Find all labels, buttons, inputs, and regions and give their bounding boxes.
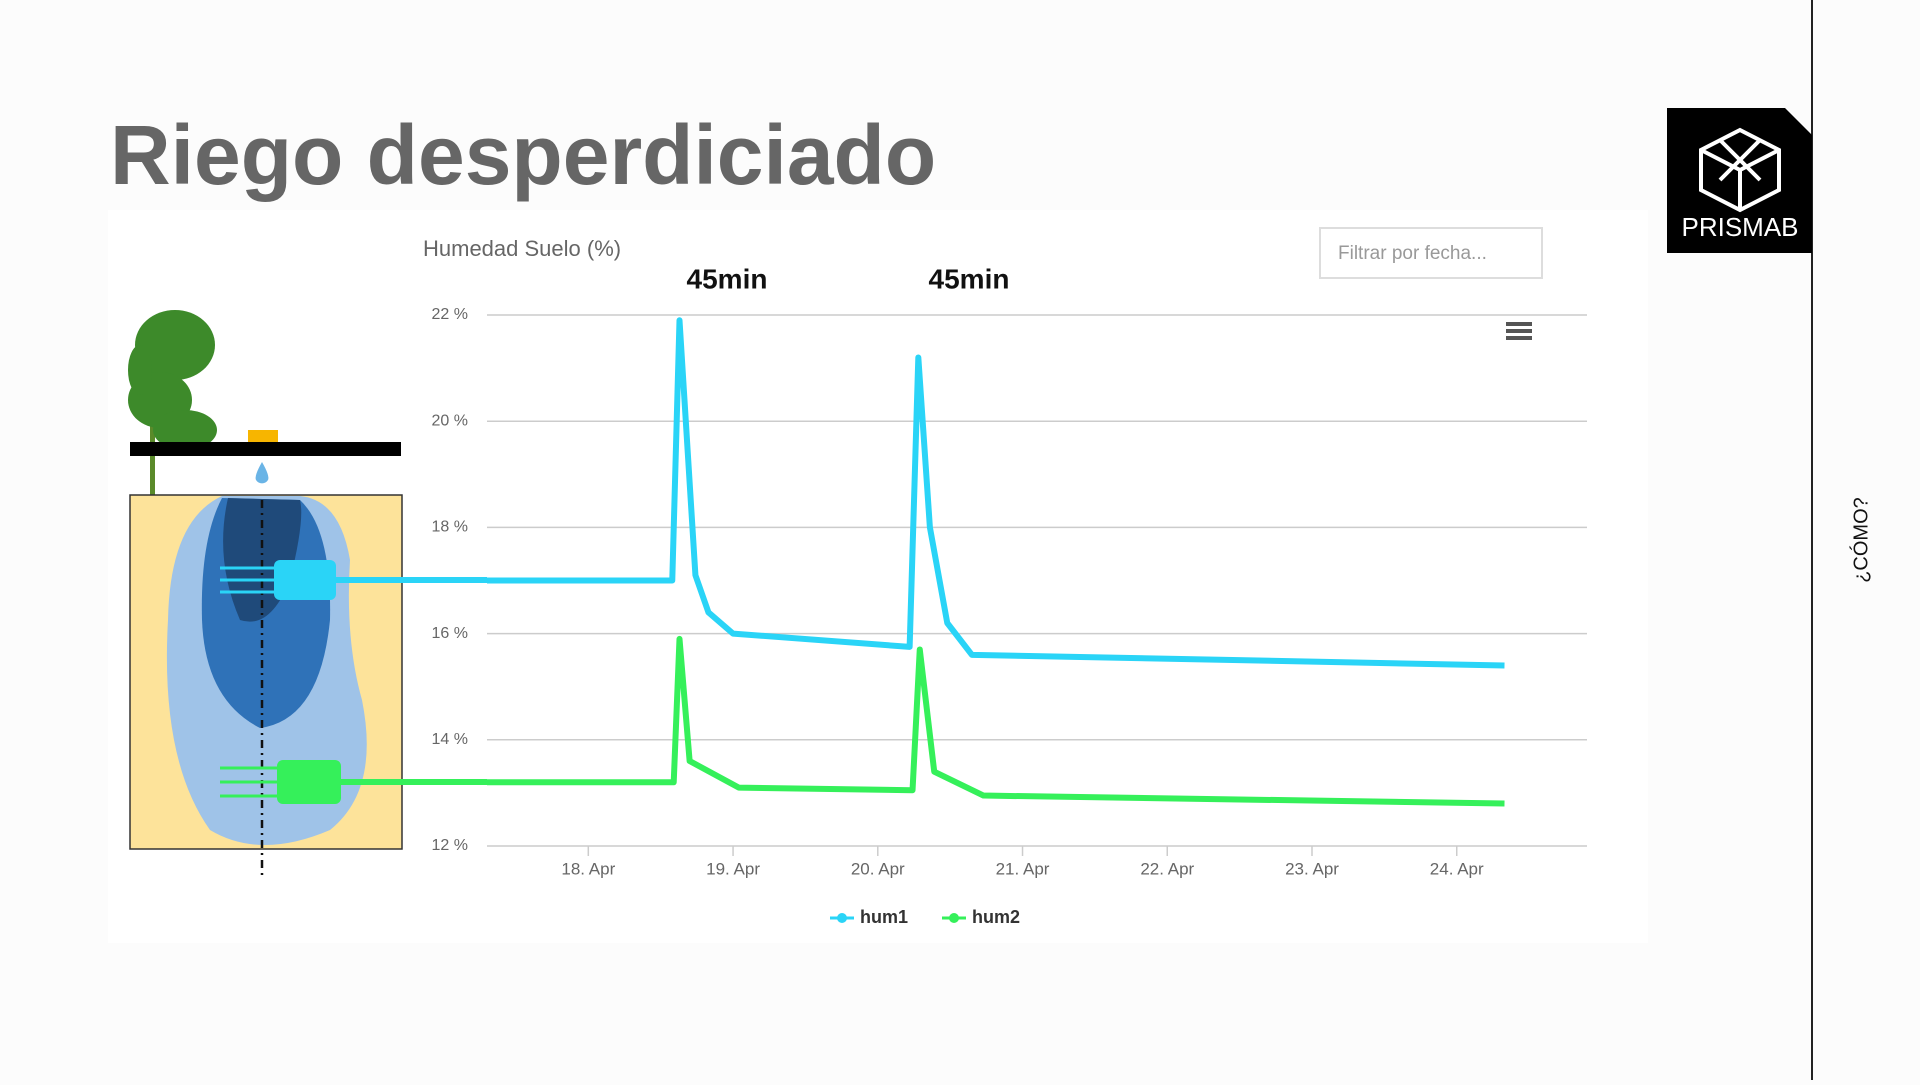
legend-marker [949, 913, 959, 923]
x-tick-label: 22. Apr [1140, 859, 1194, 878]
legend-marker [837, 913, 847, 923]
menu-button[interactable] [1506, 322, 1532, 340]
y-tick-label: 16 % [432, 625, 468, 642]
plant [128, 310, 217, 495]
data-line [487, 317, 1505, 669]
date-filter-placeholder: Filtrar por fecha... [1338, 243, 1487, 264]
annotation: 45min [929, 263, 1010, 294]
x-tick-label: 19. Apr [706, 859, 760, 878]
x-tick-label: 23. Apr [1285, 859, 1339, 878]
dripper [248, 430, 278, 442]
y-tick-label: 20 % [432, 412, 468, 429]
legend-label: hum2 [972, 907, 1020, 927]
sensor-prongs [220, 566, 276, 594]
side-label: ¿CÓMO? [1849, 497, 1872, 583]
y-tick-label: 12 % [432, 837, 468, 854]
annotation: 45min [687, 263, 768, 294]
data-line [487, 635, 1505, 807]
y-tick-label: 18 % [432, 519, 468, 536]
sensor-2 [277, 760, 341, 804]
x-tick-label: 21. Apr [996, 859, 1050, 878]
sensor-prongs [220, 766, 278, 798]
drop [255, 462, 269, 484]
legend-label: hum1 [860, 907, 908, 927]
slide-heading: Riego desperdiciado [110, 108, 936, 202]
chart-title: Humedad Suelo (%) [423, 236, 621, 261]
date-filter[interactable] [1319, 227, 1543, 279]
x-tick-label: 24. Apr [1430, 859, 1484, 878]
logo-icon [1699, 127, 1781, 213]
y-tick-label: 14 % [432, 731, 468, 748]
sensor-1 [274, 560, 336, 600]
x-tick-label: 20. Apr [851, 859, 905, 878]
y-tick-label: 22 % [432, 306, 468, 323]
logo-text: PRISMAB [1681, 212, 1798, 242]
x-tick-label: 18. Apr [561, 859, 615, 878]
drip-pipe [130, 442, 401, 456]
